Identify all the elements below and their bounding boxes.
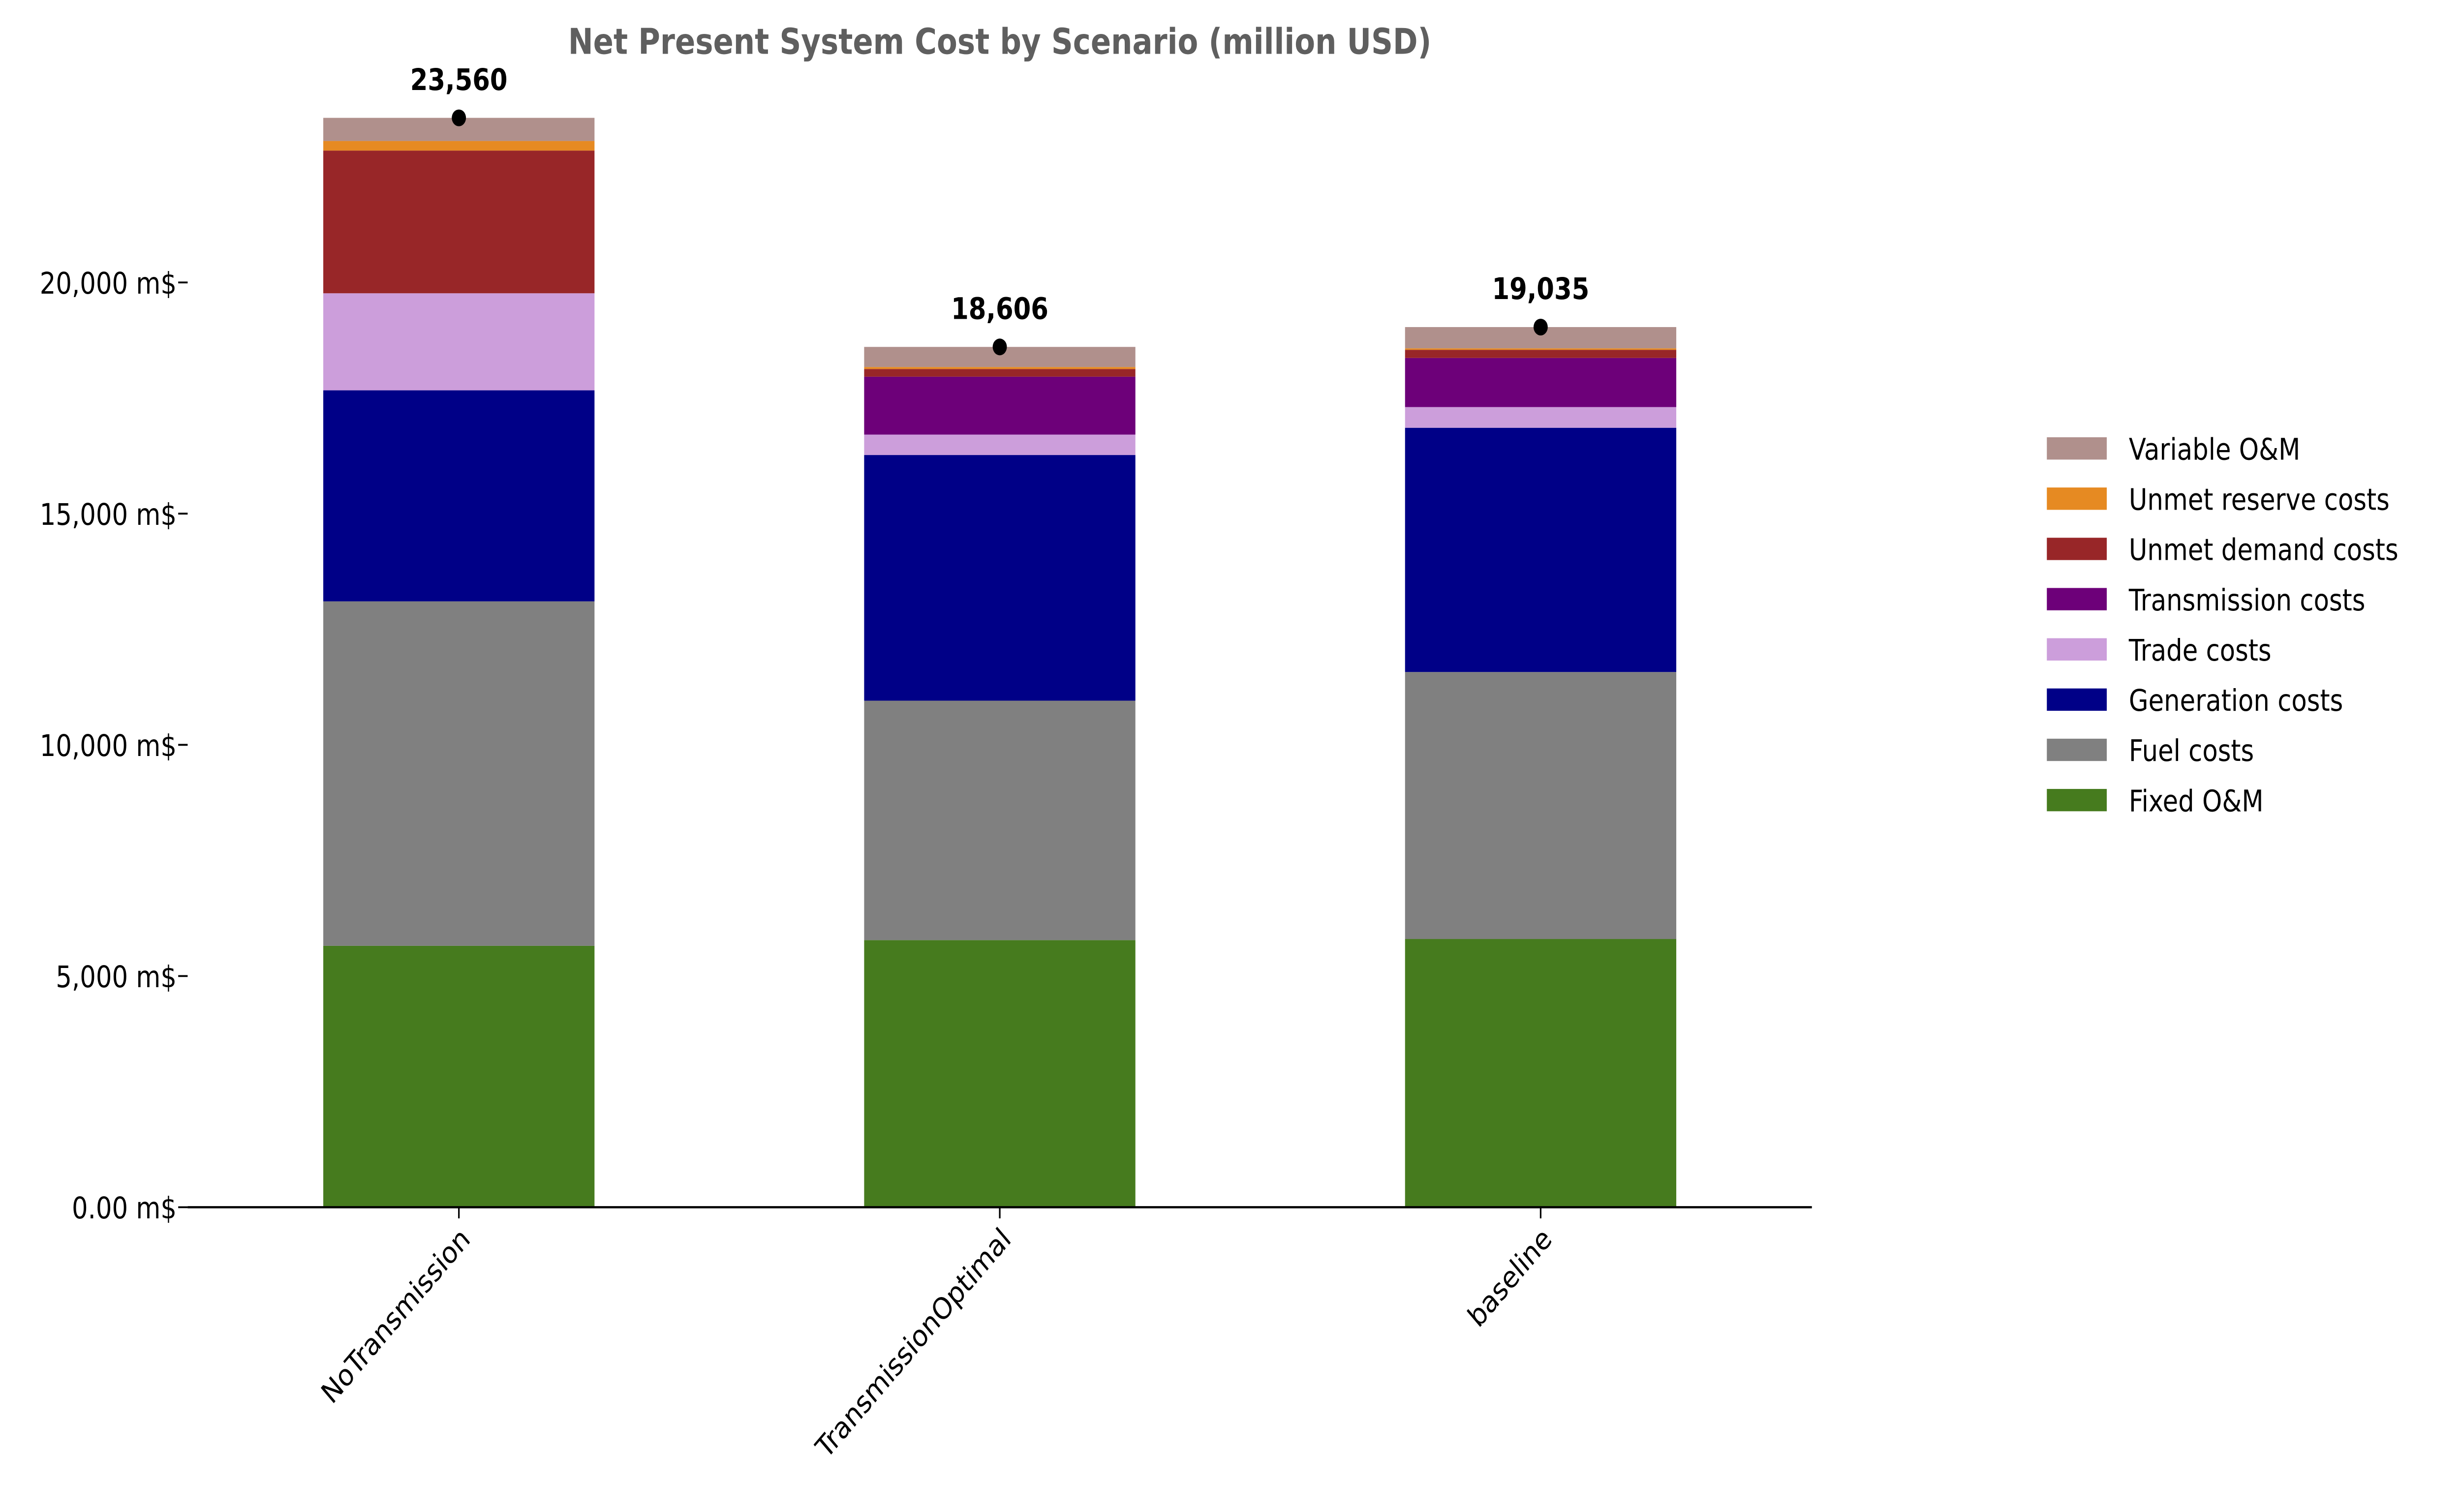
bar-segment-fixed-o-m-2: [1405, 939, 1677, 1208]
chart-title: Net Present System Cost by Scenario (mil…: [568, 21, 1432, 62]
legend-swatch: [2047, 538, 2107, 560]
legend-swatch: [2047, 688, 2107, 711]
total-marker: [1533, 318, 1548, 335]
legend-label: Unmet reserve costs: [2129, 483, 2390, 517]
bars-group: [323, 118, 1677, 1208]
legend-label: Unmet demand costs: [2129, 533, 2398, 568]
bar-segment-unmet-demand-costs-1: [864, 369, 1136, 377]
legend-swatch: [2047, 437, 2107, 460]
totals-group: 23,560 18,606 19,035: [410, 63, 1589, 356]
legend-label: Trade costs: [2128, 634, 2272, 668]
x-tick-label: baseline: [1462, 1222, 1558, 1334]
legend-swatch: [2047, 487, 2107, 510]
bar-segment-trade-costs-1: [864, 434, 1136, 455]
legend-label: Fixed O&M: [2129, 784, 2264, 818]
legend-label: Transmission costs: [2128, 583, 2365, 618]
legend: Variable O&M Unmet reserve costs Unmet dem…: [2047, 432, 2398, 818]
bar-segment-unmet-demand-costs-0: [323, 151, 595, 294]
bar-segment-unmet-reserve-costs-1: [864, 367, 1136, 369]
bar-segment-unmet-reserve-costs-0: [323, 141, 595, 151]
y-tick-label: 10,000 m$: [40, 729, 177, 763]
bar-segment-fuel-costs-1: [864, 700, 1136, 940]
bar-segment-trade-costs-2: [1405, 407, 1677, 428]
y-axis: 0.00 m$ 5,000 m$ 10,000 m$ 15,000 m$ 20,000 …: [40, 267, 188, 1226]
bar-segment-fixed-o-m-1: [864, 940, 1136, 1208]
legend-swatch: [2047, 788, 2107, 812]
y-tick-label: 0.00 m$: [72, 1191, 177, 1226]
bar-segment-fixed-o-m-0: [323, 945, 595, 1208]
total-label: 19,035: [1492, 272, 1589, 306]
legend-label: Fuel costs: [2129, 734, 2254, 768]
bar-segment-transmission-costs-1: [864, 376, 1136, 435]
total-label: 18,606: [951, 292, 1048, 327]
bar-segment-fuel-costs-0: [323, 601, 595, 946]
legend-label: Variable O&M: [2129, 432, 2300, 467]
total-marker: [992, 338, 1007, 356]
y-tick-label: 15,000 m$: [40, 498, 177, 532]
bar-segment-generation-costs-2: [1405, 427, 1677, 672]
bar-segment-unmet-reserve-costs-2: [1405, 348, 1677, 350]
total-marker: [452, 109, 466, 126]
legend-swatch: [2047, 738, 2107, 761]
legend-label: Generation costs: [2129, 684, 2343, 718]
y-tick-label: 20,000 m$: [40, 267, 177, 301]
bar-segment-fuel-costs-2: [1405, 672, 1677, 939]
y-tick-label: 5,000 m$: [56, 960, 177, 995]
bar-segment-generation-costs-0: [323, 390, 595, 602]
x-axis: NoTransmission TransmissionOptimal baselin…: [316, 1207, 1558, 1466]
total-label: 23,560: [410, 63, 508, 97]
bar-segment-unmet-demand-costs-2: [1405, 350, 1677, 358]
legend-swatch: [2047, 638, 2107, 661]
legend-swatch: [2047, 588, 2107, 610]
x-tick-label: TransmissionOptimal: [810, 1222, 1016, 1466]
bar-segment-transmission-costs-2: [1405, 358, 1677, 407]
bar-segment-trade-costs-0: [323, 293, 595, 391]
x-tick-label: NoTransmission: [316, 1222, 476, 1411]
bar-segment-generation-costs-1: [864, 455, 1136, 701]
